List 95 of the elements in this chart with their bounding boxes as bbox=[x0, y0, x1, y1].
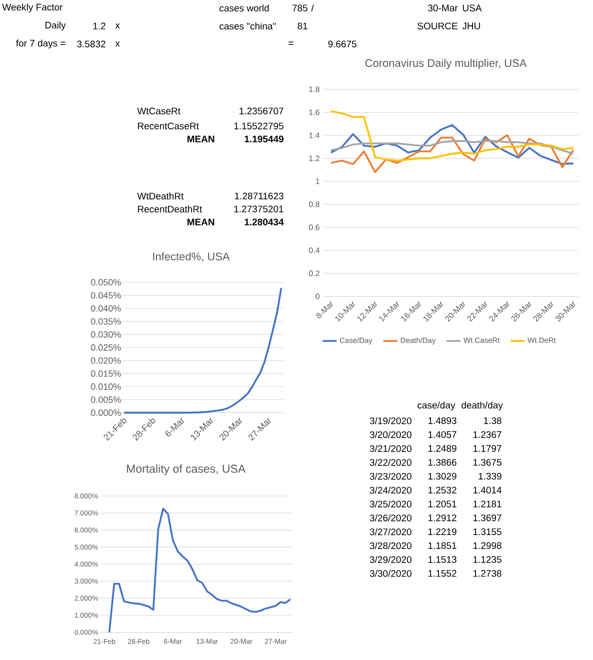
text: 1.4014 bbox=[473, 486, 502, 494]
text: 3/21/2020 bbox=[370, 444, 412, 452]
text: 1.280434 bbox=[244, 218, 284, 226]
text: case/day bbox=[418, 402, 456, 410]
text: 1.339 bbox=[478, 472, 502, 480]
line-series bbox=[330, 134, 574, 173]
y-tick-label: 0.6 bbox=[308, 224, 320, 230]
text: 1.3866 bbox=[428, 458, 456, 466]
y-tick-label: 0.030% bbox=[90, 331, 121, 338]
text: WtDeathRt bbox=[137, 192, 184, 200]
text: 1.3029 bbox=[428, 472, 456, 480]
text: 1.2998 bbox=[473, 542, 502, 549]
text: 3/23/2020 bbox=[370, 472, 412, 480]
text: 30-Mar bbox=[428, 4, 458, 12]
text: 1.1851 bbox=[428, 542, 456, 549]
text: WtCaseRt bbox=[137, 108, 180, 114]
text: x bbox=[115, 41, 120, 47]
text: 1.2219 bbox=[428, 528, 456, 536]
text: death/day bbox=[462, 402, 503, 410]
text: / bbox=[311, 4, 314, 12]
text: SOURCE bbox=[418, 22, 458, 30]
text: JHU bbox=[462, 22, 480, 30]
text: 1.1513 bbox=[428, 556, 456, 563]
y-tick-label: 0.035% bbox=[90, 318, 121, 325]
text: 1.27375201 bbox=[234, 206, 284, 212]
text: RecentDeathRt bbox=[138, 206, 202, 212]
text: x bbox=[115, 23, 120, 29]
line-series bbox=[330, 124, 574, 165]
text: 3/24/2020 bbox=[370, 486, 412, 494]
y-tick-label: 1.2 bbox=[309, 156, 320, 162]
text: 1.2181 bbox=[473, 500, 502, 508]
text: 81 bbox=[298, 22, 308, 30]
y-tick-label: 1.8 bbox=[309, 86, 320, 92]
text: = bbox=[288, 42, 294, 45]
y-tick-label: 1.6 bbox=[309, 109, 320, 116]
chart-title: Mortality of cases, USA bbox=[127, 464, 246, 476]
text: RecentCaseRt bbox=[138, 122, 199, 130]
y-tick-label: 1.4 bbox=[309, 132, 320, 138]
text: 1.2356707 bbox=[240, 108, 284, 114]
y-tick-label: 0.005% bbox=[90, 396, 121, 403]
y-tick-label: 0 bbox=[316, 293, 320, 300]
y-tick-label: 0.045% bbox=[90, 292, 121, 299]
text: 1.3675 bbox=[473, 458, 502, 466]
y-tick-label: 0.025% bbox=[90, 344, 121, 351]
text: 1.1552 bbox=[428, 570, 456, 577]
text: 1.38 bbox=[484, 417, 502, 424]
text: 3/29/2020 bbox=[370, 556, 412, 563]
text: 3/19/2020 bbox=[370, 417, 412, 424]
y-tick-label: 0.050% bbox=[90, 279, 121, 286]
text: 1.2738 bbox=[473, 570, 502, 577]
text: 3/25/2020 bbox=[370, 500, 412, 508]
text: MEAN bbox=[187, 136, 214, 142]
text: 1.2051 bbox=[428, 500, 456, 508]
y-tick-label: 0.4 bbox=[308, 247, 320, 254]
line-series bbox=[330, 110, 574, 162]
text: 3.5832 bbox=[77, 40, 106, 48]
text: 1.28711623 bbox=[235, 192, 284, 200]
y-tick-label: 0.010% bbox=[90, 383, 121, 390]
y-tick-label: 0.015% bbox=[90, 370, 121, 377]
text: 1.2489 bbox=[428, 445, 456, 452]
text: 1.15522795 bbox=[234, 122, 284, 130]
line-series bbox=[108, 508, 292, 634]
text: 1.4893 bbox=[428, 417, 456, 424]
text: for 7 days = bbox=[16, 40, 66, 48]
text: cases world bbox=[220, 4, 269, 12]
text: 1.3697 bbox=[473, 514, 502, 522]
text: cases "china" bbox=[220, 22, 276, 30]
chart-title: Coronavirus Daily multiplier, USA bbox=[365, 58, 527, 70]
text: 1.2532 bbox=[428, 486, 456, 494]
y-tick-label: 0.040% bbox=[90, 305, 121, 312]
text: 1.2367 bbox=[473, 431, 502, 438]
y-tick-label: 0.8 bbox=[308, 201, 320, 208]
text: 1.4057 bbox=[428, 431, 456, 438]
text: 1.1235 bbox=[473, 556, 502, 563]
text: 1.195449 bbox=[244, 136, 284, 142]
text: MEAN bbox=[187, 218, 214, 226]
chart-title: Infected%, USA bbox=[153, 252, 230, 262]
text: 1.2912 bbox=[428, 514, 456, 522]
y-tick-label: 1 bbox=[316, 178, 320, 184]
y-tick-label: 0.2 bbox=[308, 270, 320, 276]
text: Daily bbox=[45, 22, 66, 30]
text: 3/28/2020 bbox=[370, 542, 412, 550]
text: USA bbox=[462, 4, 482, 12]
y-tick-label: 0.020% bbox=[90, 357, 121, 364]
text: 3/30/2020 bbox=[370, 570, 412, 577]
text: 1.3155 bbox=[473, 528, 502, 536]
y-tick-label: 0.000% bbox=[90, 410, 121, 416]
text: 3/27/2020 bbox=[370, 528, 412, 536]
text: 3/20/2020 bbox=[370, 431, 412, 438]
text: 3/26/2020 bbox=[370, 514, 412, 522]
text: 785 bbox=[292, 4, 308, 12]
text: 3/22/2020 bbox=[370, 458, 412, 466]
text: 9.6675 bbox=[328, 40, 356, 48]
text: Weekly Factor bbox=[2, 4, 63, 12]
text: 1.1797 bbox=[473, 445, 502, 452]
